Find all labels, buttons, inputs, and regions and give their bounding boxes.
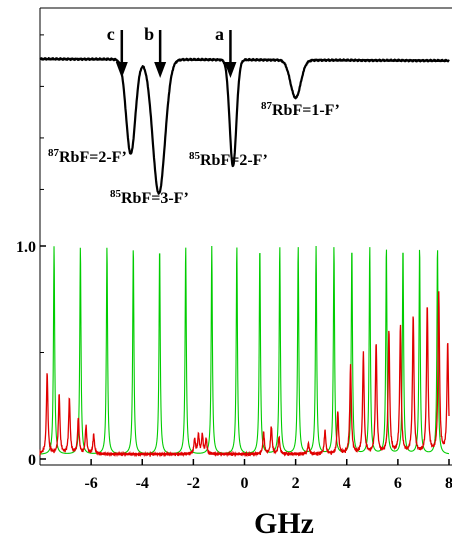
arrow-head [115,62,128,78]
arrow-head [154,62,167,78]
top-y-ticks [40,34,44,190]
y-tick-label: 1.0 [16,239,36,256]
x-tick-label: -2 [187,475,200,492]
arrow-label-c: c [107,24,115,44]
isotope-superscript: 87 [261,100,273,112]
transition-labels: 87RbF=2-F’85RbF=3-F’85RbF=2-F’87RbF=1-F’ [48,100,340,207]
bottom-panel-transmission: 01.0 -6 -4 -2 0 2 4 6 8 GHz [16,232,452,540]
transition-label: 87RbF=1-F’ [261,100,340,119]
x-tick-label: 6 [394,475,402,492]
arrow-label-b: b [144,24,154,44]
x-tick-label: -4 [136,475,149,492]
transition-label: 85RbF=2-F’ [189,150,268,169]
absorption-trace-line [39,57,450,195]
isotope-superscript: 85 [189,150,201,162]
red-transmission-series [39,291,450,458]
transition-name: RbF=1-F’ [272,102,340,119]
transition-name: RbF=3-F’ [121,190,189,207]
y-tick-label: 0 [28,452,36,469]
arrow-a: a [215,24,237,78]
x-tick-label: 0 [241,475,249,492]
x-tick-label: -6 [84,475,97,492]
arrow-c: c [107,24,128,78]
x-tick-label: 4 [343,475,351,492]
arrow-label-a: a [215,24,224,44]
transition-label: 85RbF=3-F’ [110,188,189,207]
arrow-head [224,62,237,78]
bottom-y-ticks: 01.0 [16,239,46,469]
isotope-superscript: 85 [110,188,122,200]
x-tick-label: 8 [445,475,452,492]
transition-name: RbF=2-F’ [200,152,268,169]
x-tick-label: 2 [292,475,300,492]
bottom-x-ticks: -6 -4 -2 0 2 4 6 8 [84,459,452,492]
transition-label: 87RbF=2-F’ [48,147,127,166]
arrow-b: b [144,24,167,78]
isotope-superscript: 87 [48,147,60,159]
x-axis-label: GHz [254,507,314,540]
transition-name: RbF=2-F’ [59,149,127,166]
